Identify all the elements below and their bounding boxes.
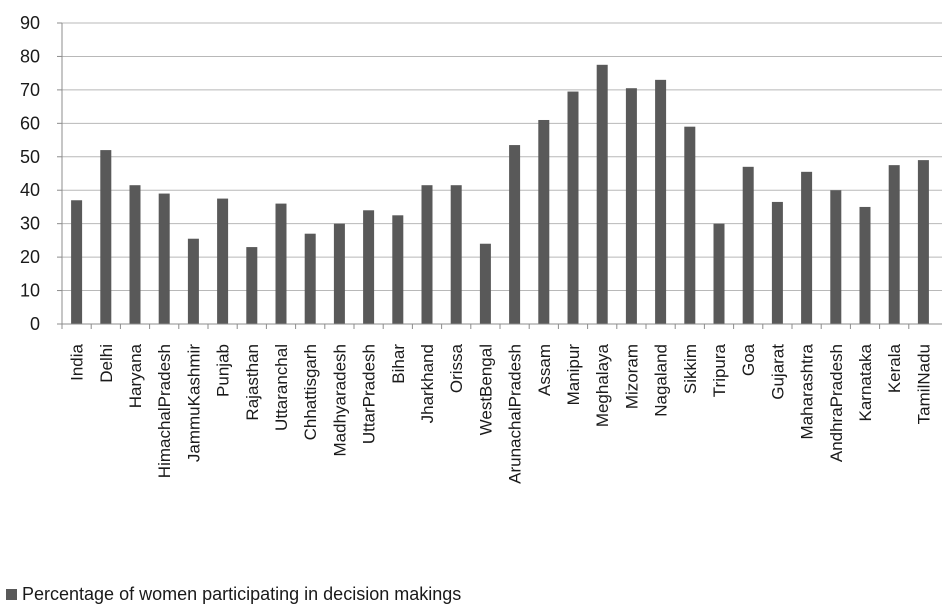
x-axis: India Delhi Haryana HimachalPradesh JammuKas…	[61, 323, 942, 484]
bar-andhrapradesh	[830, 190, 842, 324]
bar-sikkim	[684, 126, 696, 324]
y-tick-label: 0	[30, 314, 40, 334]
bar-madhyaradesh	[333, 223, 345, 324]
x-tick-label: Rajasthan	[243, 344, 262, 421]
x-tick-label: JammuKashmir	[184, 344, 203, 462]
bar-orissa	[450, 185, 462, 324]
x-tick-label: UttarPradesh	[360, 344, 379, 444]
x-tick-label: Kerala	[885, 343, 904, 393]
x-tick-label: Bihar	[389, 344, 408, 384]
x-tick-label: Delhi	[97, 344, 116, 383]
bar-delhi	[100, 150, 112, 324]
x-tick-label: Madhyaradesh	[330, 344, 349, 456]
x-tick-label: Gujarat	[768, 344, 787, 400]
x-tick-label: Punjab	[214, 344, 233, 397]
bar-uttarpradesh	[363, 210, 375, 324]
x-tick-label: ArunachalPradesh	[506, 344, 525, 484]
bar-bihar	[392, 215, 404, 324]
bar-westbengal	[479, 243, 491, 324]
y-tick-label: 60	[20, 113, 40, 133]
y-tick-label: 10	[20, 281, 40, 301]
x-tick-label: Manipur	[564, 344, 583, 406]
bar-haryana	[129, 185, 141, 324]
x-tick-label: India	[68, 343, 87, 380]
bar-jammukashmir	[187, 238, 199, 324]
bar-karnataka	[859, 206, 871, 324]
x-tick-label: HimachalPradesh	[155, 344, 174, 478]
bar-kerala	[888, 165, 900, 324]
x-tick-label: WestBengal	[476, 344, 495, 435]
legend-label: Percentage of women participating in dec…	[22, 584, 461, 604]
y-tick-label: 50	[20, 147, 40, 167]
bars	[71, 64, 929, 325]
y-tick-label: 20	[20, 247, 40, 267]
bar-chhattisgarh	[304, 233, 316, 324]
bar-jharkhand	[421, 185, 433, 324]
x-tick-label: Assam	[535, 344, 554, 396]
y-tick-label: 40	[20, 180, 40, 200]
bar-punjab	[217, 198, 229, 324]
legend-swatch	[6, 589, 17, 600]
bar-rajasthan	[246, 247, 258, 324]
bar-manipur	[567, 91, 579, 324]
x-tick-label: Meghalaya	[593, 343, 612, 427]
x-tick-label: Chhattisgarh	[301, 344, 320, 440]
y-tick-label: 80	[20, 46, 40, 66]
x-tick-label: TamilNadu	[914, 344, 933, 424]
x-tick-label: Mizoram	[622, 344, 641, 409]
x-tick-label: Maharashtra	[798, 343, 817, 439]
x-tick-label: Sikkim	[681, 344, 700, 394]
legend: Percentage of women participating in dec…	[6, 584, 461, 604]
x-tick-label: Uttaranchal	[272, 344, 291, 431]
y-axis: 0 10 20 30 40 50 60 70 80 90	[20, 13, 63, 334]
bar-goa	[742, 166, 754, 324]
bar-himachalpradesh	[158, 193, 170, 324]
bar-arunachalpradesh	[509, 145, 521, 324]
x-tick-label: Haryana	[126, 343, 145, 408]
bar-uttaranchal	[275, 203, 287, 324]
gridlines	[62, 22, 942, 325]
bar-meghalaya	[596, 64, 608, 325]
x-tick-label: Karnataka	[856, 343, 875, 421]
bar-india	[71, 200, 83, 324]
bar-mizoram	[625, 88, 637, 324]
y-tick-label: 30	[20, 214, 40, 234]
x-tick-label: Tripura	[710, 343, 729, 397]
x-tick-label: Nagaland	[652, 344, 671, 417]
x-tick-label: Orissa	[447, 343, 466, 393]
bar-maharashtra	[801, 171, 813, 324]
x-tick-label: AndhraPradesh	[827, 344, 846, 462]
bar-tripura	[713, 223, 725, 324]
bar-gujarat	[771, 201, 783, 324]
y-tick-label: 90	[20, 13, 40, 33]
bar-tamilnadu	[917, 160, 929, 324]
x-tick-label: Jharkhand	[418, 344, 437, 423]
x-tick-label: Goa	[739, 343, 758, 376]
bar-assam	[538, 119, 550, 324]
y-tick-label: 70	[20, 80, 40, 100]
bar-nagaland	[655, 79, 667, 324]
